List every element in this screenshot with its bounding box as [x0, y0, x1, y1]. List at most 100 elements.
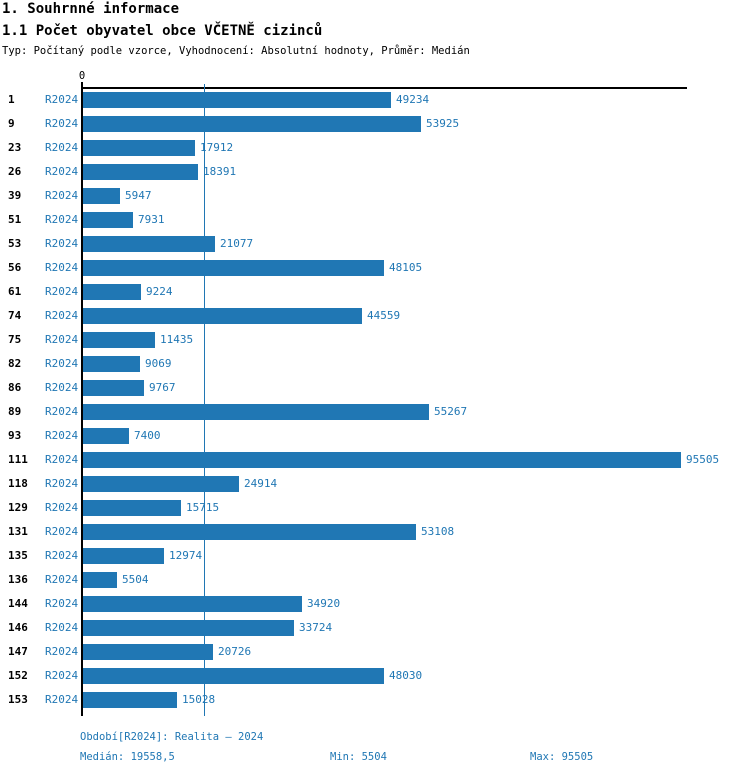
- row-value-label: 24914: [244, 477, 278, 490]
- row-series-label: R2024: [45, 597, 79, 610]
- row-category-label: 147: [8, 645, 28, 658]
- row-series-label: R2024: [45, 549, 79, 562]
- chart-row: 39 R2024 5947: [0, 184, 750, 208]
- row-series-label: R2024: [45, 429, 79, 442]
- row-category-label: 74: [8, 309, 22, 322]
- row-value-label: 9069: [145, 357, 172, 370]
- row-category-label: 136: [8, 573, 28, 586]
- row-category-label: 23: [8, 141, 22, 154]
- chart-row: 75 R2024 11435: [0, 328, 750, 352]
- row-value-label: 34920: [307, 597, 341, 610]
- row-series-label: R2024: [45, 93, 79, 106]
- value-bar: [83, 188, 120, 204]
- row-category-label: 75: [8, 333, 22, 346]
- value-bar: [83, 212, 133, 228]
- row-series-label: R2024: [45, 405, 79, 418]
- axis-origin-label: 0: [78, 70, 86, 82]
- row-category-label: 53: [8, 237, 22, 250]
- chart-row: 82 R2024 9069: [0, 352, 750, 376]
- value-bar: [83, 500, 181, 516]
- footer-min: Min: 5504: [330, 751, 387, 763]
- row-category-label: 135: [8, 549, 28, 562]
- value-bar: [83, 308, 362, 324]
- value-bar: [83, 548, 164, 564]
- y-axis-line: [81, 82, 83, 716]
- footer-period: Období[R2024]: Realita – 2024: [80, 731, 264, 743]
- chart-row: 86 R2024 9767: [0, 376, 750, 400]
- value-bar: [83, 284, 141, 300]
- row-category-label: 56: [8, 261, 22, 274]
- chart-row: 131 R2024 53108: [0, 520, 750, 544]
- chart-row: 147 R2024 20726: [0, 640, 750, 664]
- row-series-label: R2024: [45, 501, 79, 514]
- chart-row: 74 R2024 44559: [0, 304, 750, 328]
- row-value-label: 33724: [299, 621, 333, 634]
- row-value-label: 53108: [421, 525, 455, 538]
- row-series-label: R2024: [45, 573, 79, 586]
- row-series-label: R2024: [45, 645, 79, 658]
- chart-row: 9 R2024 53925: [0, 112, 750, 136]
- value-bar: [83, 164, 198, 180]
- value-bar: [83, 524, 416, 540]
- row-value-label: 20726: [218, 645, 252, 658]
- row-value-label: 95505: [686, 453, 720, 466]
- row-category-label: 152: [8, 669, 28, 682]
- median-line: [204, 84, 205, 716]
- row-value-label: 9767: [149, 381, 176, 394]
- chart-rows: 1 R2024 49234 9 R2024 53925 23 R2024 17912 26 R202…: [0, 88, 750, 712]
- row-category-label: 86: [8, 381, 22, 394]
- row-series-label: R2024: [45, 381, 79, 394]
- chart-meta-line: Typ: Počítaný podle vzorce, Vyhodnocení:…: [2, 45, 470, 57]
- chart-row: 26 R2024 18391: [0, 160, 750, 184]
- row-series-label: R2024: [45, 261, 79, 274]
- value-bar: [83, 620, 294, 636]
- chart-row: 135 R2024 12974: [0, 544, 750, 568]
- row-value-label: 55267: [434, 405, 468, 418]
- row-series-label: R2024: [45, 285, 79, 298]
- footer-median: Medián: 19558,5: [80, 751, 175, 763]
- row-category-label: 131: [8, 525, 28, 538]
- footer-max: Max: 95505: [530, 751, 594, 763]
- row-series-label: R2024: [45, 237, 79, 250]
- value-bar: [83, 332, 155, 348]
- value-bar: [83, 380, 144, 396]
- chart-row: 61 R2024 9224: [0, 280, 750, 304]
- page-title: 1. Souhrnné informace: [2, 1, 180, 17]
- chart-row: 53 R2024 21077: [0, 232, 750, 256]
- chart-row: 129 R2024 15715: [0, 496, 750, 520]
- row-category-label: 129: [8, 501, 28, 514]
- row-category-label: 93: [8, 429, 22, 442]
- chart-row: 56 R2024 48105: [0, 256, 750, 280]
- row-series-label: R2024: [45, 117, 79, 130]
- chart-row: 23 R2024 17912: [0, 136, 750, 160]
- value-bar: [83, 116, 421, 132]
- row-category-label: 26: [8, 165, 22, 178]
- row-value-label: 49234: [396, 93, 430, 106]
- row-series-label: R2024: [45, 141, 79, 154]
- row-series-label: R2024: [45, 669, 79, 682]
- value-bar: [83, 140, 195, 156]
- value-bar: [83, 428, 129, 444]
- value-bar: [83, 572, 117, 588]
- row-category-label: 111: [8, 453, 28, 466]
- row-value-label: 9224: [146, 285, 173, 298]
- value-bar: [83, 644, 213, 660]
- value-bar: [83, 356, 140, 372]
- row-value-label: 18391: [203, 165, 237, 178]
- row-series-label: R2024: [45, 165, 79, 178]
- value-bar: [83, 92, 391, 108]
- row-value-label: 17912: [200, 141, 234, 154]
- row-value-label: 53925: [426, 117, 460, 130]
- chart-row: 146 R2024 33724: [0, 616, 750, 640]
- row-series-label: R2024: [45, 189, 79, 202]
- chart-row: 136 R2024 5504: [0, 568, 750, 592]
- row-category-label: 1: [8, 93, 15, 106]
- chart-row: 51 R2024 7931: [0, 208, 750, 232]
- value-bar: [83, 260, 384, 276]
- chart-row: 144 R2024 34920: [0, 592, 750, 616]
- row-value-label: 15028: [182, 693, 216, 706]
- value-bar: [83, 692, 177, 708]
- value-bar: [83, 236, 215, 252]
- row-value-label: 48030: [389, 669, 423, 682]
